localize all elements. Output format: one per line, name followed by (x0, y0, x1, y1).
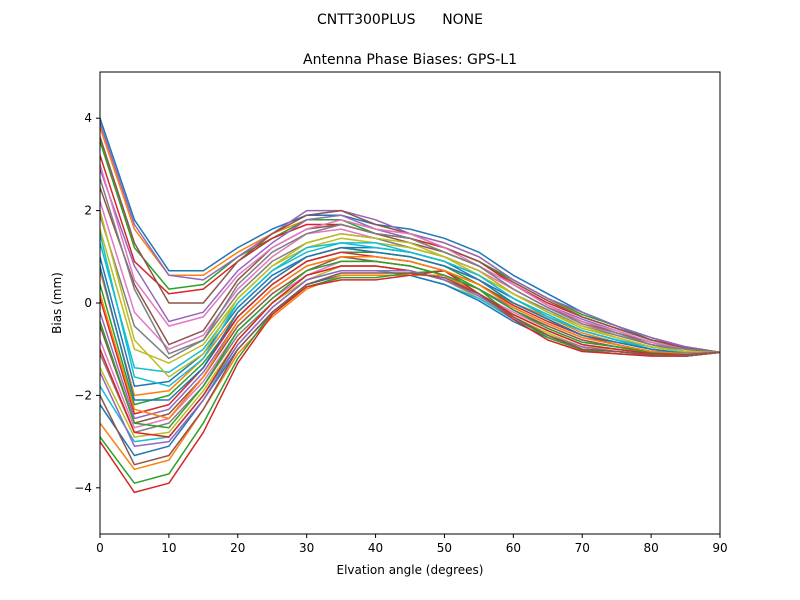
y-tick-label: −4 (74, 481, 92, 495)
series-lines (100, 117, 720, 494)
series-line-s01 (100, 117, 720, 354)
x-tick-label: 90 (712, 541, 727, 555)
x-tick-label: 10 (161, 541, 176, 555)
series-line-s02 (100, 127, 720, 354)
series-line-s11 (100, 246, 720, 387)
y-axis: −4 −2 0 2 4 (74, 111, 100, 495)
x-tick-label: 80 (643, 541, 658, 555)
series-line-s29 (100, 210, 720, 378)
series-line-s36 (100, 272, 720, 466)
series-line-s31 (100, 246, 720, 401)
chart-title: Antenna Phase Biases: GPS-L1 (303, 52, 517, 68)
y-tick-label: 4 (84, 111, 92, 125)
x-axis-label: Elvation angle (degrees) (337, 563, 484, 577)
x-tick-label: 30 (299, 541, 314, 555)
chart-suptitle: CNTT300PLUS NONE (317, 12, 483, 28)
series-line-s32 (100, 256, 720, 420)
series-line-s33 (100, 260, 720, 429)
x-tick-label: 50 (437, 541, 452, 555)
series-line-s35 (100, 269, 720, 447)
series-line-s30 (100, 233, 720, 387)
x-axis: 0 10 20 30 40 50 60 70 80 90 (96, 534, 728, 555)
series-line-s24 (100, 269, 720, 494)
y-tick-label: 2 (84, 204, 92, 218)
y-tick-label: −2 (74, 388, 92, 402)
x-tick-label: 60 (506, 541, 521, 555)
x-tick-label: 0 (96, 541, 104, 555)
series-line-s28 (100, 178, 720, 355)
x-tick-label: 70 (575, 541, 590, 555)
series-line-s27 (100, 164, 720, 354)
x-tick-label: 40 (368, 541, 383, 555)
y-tick-label: 0 (84, 296, 92, 310)
series-line-s04 (100, 154, 720, 354)
y-axis-label: Bias (mm) (50, 272, 64, 334)
x-tick-label: 20 (230, 541, 245, 555)
